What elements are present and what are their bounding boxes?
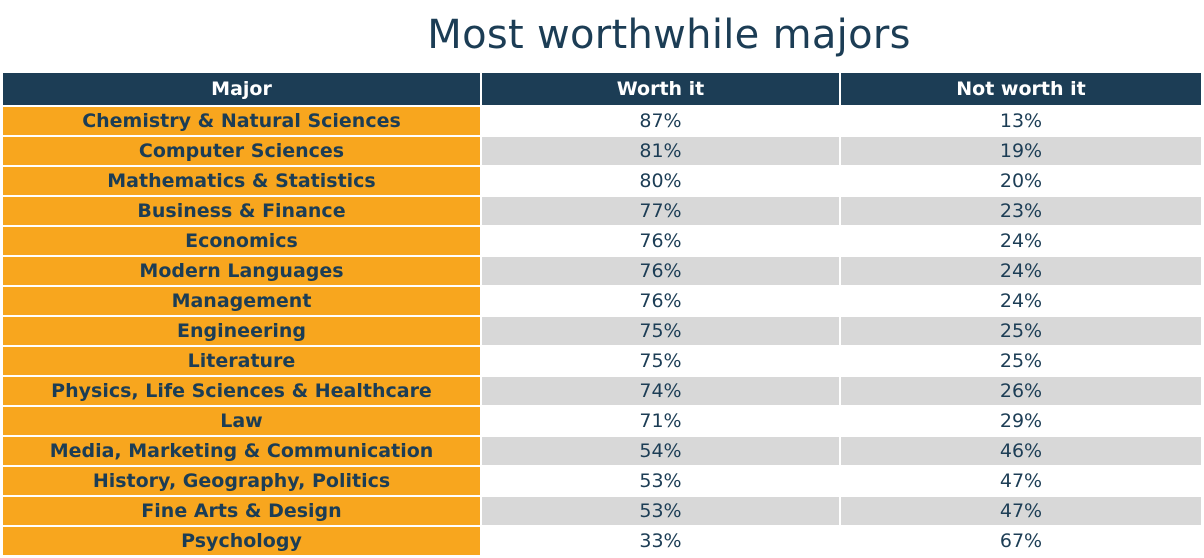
cell-major: Business & Finance bbox=[3, 195, 482, 226]
table-row: Computer Sciences 81% 19% bbox=[3, 135, 1201, 166]
cell-major: Modern Languages bbox=[3, 255, 482, 286]
cell-not-worth-it: 20% bbox=[840, 165, 1201, 196]
table-row: History, Geography, Politics 53% 47% bbox=[3, 465, 1201, 496]
cell-worth-it: 76% bbox=[481, 225, 841, 256]
cell-major: Physics, Life Sciences & Healthcare bbox=[3, 375, 482, 406]
cell-not-worth-it: 67% bbox=[840, 525, 1201, 555]
table-row: Business & Finance 77% 23% bbox=[3, 195, 1201, 226]
cell-not-worth-it: 25% bbox=[840, 345, 1201, 376]
table-body: Chemistry & Natural Sciences 87% 13% Comput… bbox=[3, 105, 1201, 555]
cell-worth-it: 53% bbox=[481, 465, 841, 496]
column-header-major: Major bbox=[3, 73, 482, 106]
cell-not-worth-it: 24% bbox=[840, 285, 1201, 316]
cell-major: Fine Arts & Design bbox=[3, 495, 482, 526]
cell-worth-it: 81% bbox=[481, 135, 841, 166]
cell-major: Law bbox=[3, 405, 482, 436]
cell-worth-it: 75% bbox=[481, 315, 841, 346]
cell-worth-it: 74% bbox=[481, 375, 841, 406]
cell-worth-it: 76% bbox=[481, 285, 841, 316]
cell-worth-it: 53% bbox=[481, 495, 841, 526]
cell-worth-it: 87% bbox=[481, 105, 841, 136]
table-row: Modern Languages 76% 24% bbox=[3, 255, 1201, 286]
cell-worth-it: 71% bbox=[481, 405, 841, 436]
cell-major: Psychology bbox=[3, 525, 482, 555]
chart-title: Most worthwhile majors bbox=[427, 12, 911, 58]
cell-not-worth-it: 29% bbox=[840, 405, 1201, 436]
table-row: Media, Marketing & Communication 54% 46% bbox=[3, 435, 1201, 466]
table-row: Literature 75% 25% bbox=[3, 345, 1201, 376]
cell-major: Computer Sciences bbox=[3, 135, 482, 166]
cell-not-worth-it: 23% bbox=[840, 195, 1201, 226]
table-header-row: Major Worth it Not worth it bbox=[3, 73, 1201, 106]
table-row: Law 71% 29% bbox=[3, 405, 1201, 436]
cell-major: History, Geography, Politics bbox=[3, 465, 482, 496]
table-row: Engineering 75% 25% bbox=[3, 315, 1201, 346]
table-row: Management 76% 24% bbox=[3, 285, 1201, 316]
cell-worth-it: 54% bbox=[481, 435, 841, 466]
cell-major: Management bbox=[3, 285, 482, 316]
cell-not-worth-it: 13% bbox=[840, 105, 1201, 136]
cell-major: Chemistry & Natural Sciences bbox=[3, 105, 482, 136]
cell-not-worth-it: 24% bbox=[840, 225, 1201, 256]
cell-worth-it: 77% bbox=[481, 195, 841, 226]
cell-not-worth-it: 47% bbox=[840, 465, 1201, 496]
cell-worth-it: 33% bbox=[481, 525, 841, 555]
cell-not-worth-it: 19% bbox=[840, 135, 1201, 166]
table-row: Psychology 33% 67% bbox=[3, 525, 1201, 555]
cell-major: Media, Marketing & Communication bbox=[3, 435, 482, 466]
cell-worth-it: 76% bbox=[481, 255, 841, 286]
table-row: Economics 76% 24% bbox=[3, 225, 1201, 256]
cell-major: Engineering bbox=[3, 315, 482, 346]
cell-worth-it: 75% bbox=[481, 345, 841, 376]
cell-not-worth-it: 46% bbox=[840, 435, 1201, 466]
cell-major: Economics bbox=[3, 225, 482, 256]
data-table: Major Worth it Not worth it Chemistry & … bbox=[3, 73, 1201, 555]
cell-not-worth-it: 25% bbox=[840, 315, 1201, 346]
cell-major: Mathematics & Statistics bbox=[3, 165, 482, 196]
cell-not-worth-it: 24% bbox=[840, 255, 1201, 286]
table-row: Physics, Life Sciences & Healthcare 74% 26… bbox=[3, 375, 1201, 406]
cell-not-worth-it: 47% bbox=[840, 495, 1201, 526]
cell-not-worth-it: 26% bbox=[840, 375, 1201, 406]
column-header-not-worth-it: Not worth it bbox=[840, 73, 1201, 106]
column-header-worth-it: Worth it bbox=[481, 73, 841, 106]
cell-major: Literature bbox=[3, 345, 482, 376]
cell-worth-it: 80% bbox=[481, 165, 841, 196]
table-row: Fine Arts & Design 53% 47% bbox=[3, 495, 1201, 526]
table-row: Mathematics & Statistics 80% 20% bbox=[3, 165, 1201, 196]
table-row: Chemistry & Natural Sciences 87% 13% bbox=[3, 105, 1201, 136]
